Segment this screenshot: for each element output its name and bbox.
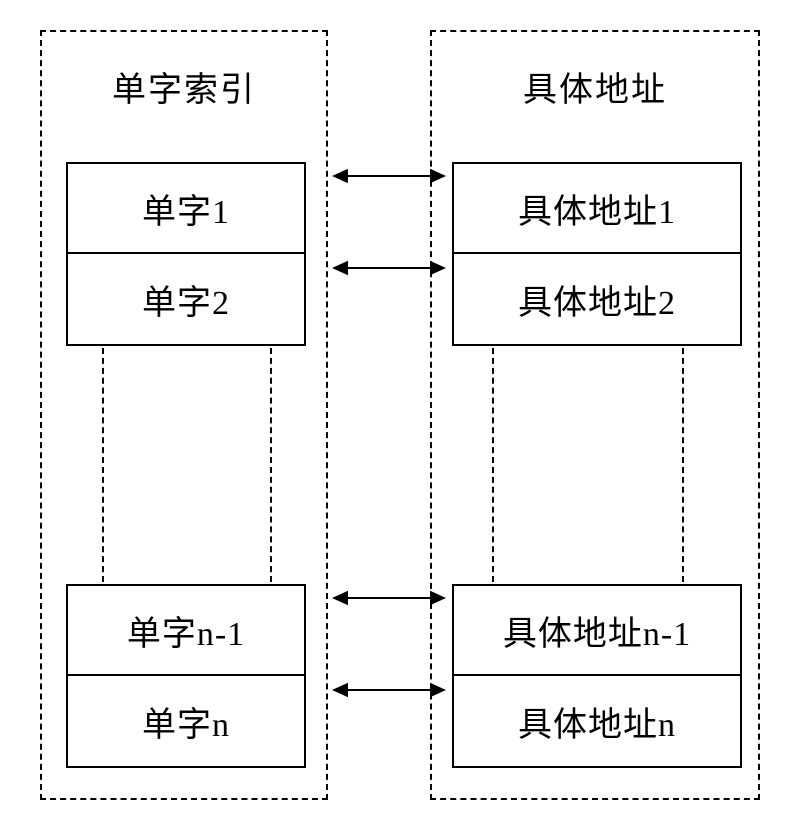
diagram-canvas: 单字索引 单字1 单字2 单字n-1 单字n 具体地址 具体地址1 具体地址2 …	[0, 0, 800, 836]
arrows-layer	[0, 0, 800, 836]
